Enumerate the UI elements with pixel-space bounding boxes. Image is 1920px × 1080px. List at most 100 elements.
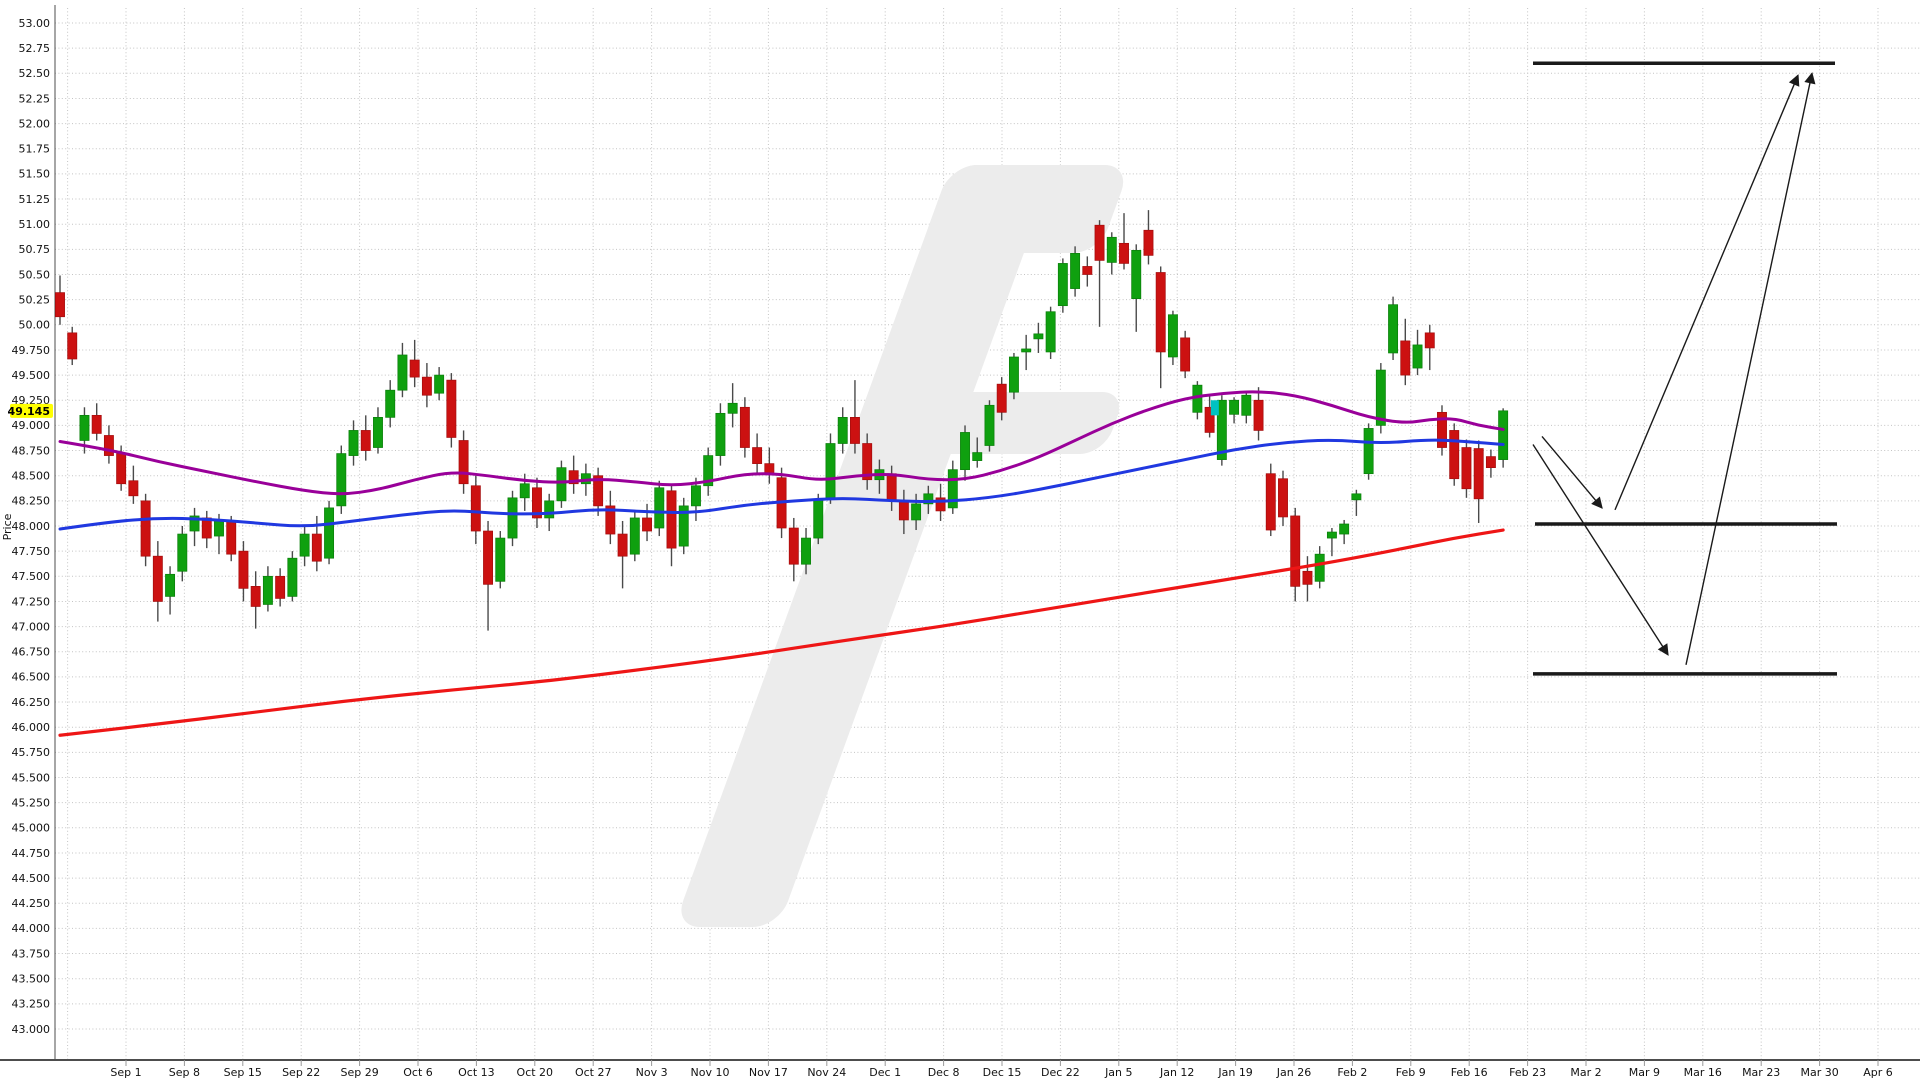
candle-body-down xyxy=(91,414,102,434)
y-axis-label: 45.000 xyxy=(12,822,51,835)
candle xyxy=(140,493,151,567)
y-axis-label: 52.25 xyxy=(19,92,51,105)
candle-body-down xyxy=(935,497,946,512)
y-axis-title: Price xyxy=(1,513,14,540)
candle xyxy=(739,397,750,458)
candle-body-down xyxy=(116,453,127,485)
candle-body-down xyxy=(1265,473,1276,531)
candle xyxy=(605,490,616,545)
y-axis-label: 47.000 xyxy=(12,620,51,633)
x-axis-label: Sep 1 xyxy=(110,1066,141,1079)
candle-body-up xyxy=(1363,428,1374,475)
candle-body-up xyxy=(727,402,738,414)
y-axis-label: 51.50 xyxy=(19,168,51,181)
candle-body-up xyxy=(1070,253,1081,289)
candle-body-up xyxy=(189,515,200,532)
candle-body-up xyxy=(1241,394,1252,416)
candle xyxy=(409,339,420,388)
candle-body-up xyxy=(911,503,922,521)
candle xyxy=(373,407,383,454)
candle xyxy=(1143,210,1154,265)
candle-body-down xyxy=(617,533,628,557)
candle-body-down xyxy=(311,533,322,562)
y-axis-label: 44.250 xyxy=(12,897,51,910)
candle-body-down xyxy=(1485,456,1496,469)
candle xyxy=(421,363,432,408)
candle xyxy=(1241,393,1252,424)
drawn-trend-arrow[interactable] xyxy=(1541,436,1603,509)
candle-body-up xyxy=(519,483,530,499)
candle xyxy=(91,403,102,441)
last-price-tag: 49.145 xyxy=(8,403,53,418)
x-axis-label: Feb 2 xyxy=(1337,1066,1367,1079)
x-axis-label: Jan 5 xyxy=(1104,1066,1132,1079)
candle xyxy=(1192,381,1203,420)
candle-body-down xyxy=(458,440,469,485)
candle xyxy=(1351,489,1362,516)
y-axis-label: 46.750 xyxy=(12,646,51,659)
candle-body-down xyxy=(1290,515,1301,587)
drawn-trend-arrow[interactable] xyxy=(1685,72,1816,665)
candle-body-down xyxy=(1155,272,1166,353)
candle xyxy=(507,490,518,547)
candle xyxy=(849,380,860,454)
y-axis-label: 45.250 xyxy=(12,796,51,809)
candle-body-down xyxy=(1204,406,1215,433)
candle xyxy=(1326,528,1337,557)
candle-body-up xyxy=(972,452,983,461)
candle-body-down xyxy=(446,379,457,438)
candle-body-up xyxy=(837,417,848,444)
event-marker xyxy=(1210,400,1219,416)
candle-body-up xyxy=(495,537,506,582)
candle-body-up xyxy=(1033,333,1044,340)
candle xyxy=(128,465,139,504)
candle xyxy=(788,517,799,582)
candle xyxy=(1449,423,1460,486)
candle xyxy=(1424,324,1435,371)
drawn-trend-arrow[interactable] xyxy=(1614,74,1800,511)
candle xyxy=(189,507,200,547)
watermark-stem xyxy=(681,165,1049,927)
candle-body-up xyxy=(678,505,689,547)
x-axis-label: Sep 22 xyxy=(282,1066,320,1079)
x-axis-label: Dec 1 xyxy=(869,1066,901,1079)
candle xyxy=(470,475,481,545)
candle-body-down xyxy=(1082,266,1093,275)
y-axis-label: 43.000 xyxy=(12,1023,51,1036)
y-axis-label: 50.25 xyxy=(19,293,51,306)
y-axis-label: 44.000 xyxy=(12,922,51,935)
candle-body-up xyxy=(1167,314,1178,358)
candle-body-up xyxy=(1412,344,1423,369)
ma-line-ma-slow-red xyxy=(58,528,1505,737)
y-axis-label: 51.25 xyxy=(19,193,51,206)
candle-body-down xyxy=(1278,478,1288,518)
drawn-trend-arrow[interactable] xyxy=(1532,444,1669,656)
y-axis-label: 48.750 xyxy=(12,444,51,457)
candle-body-up xyxy=(703,455,714,487)
y-axis-label: 52.75 xyxy=(19,42,51,55)
x-axis-label: Jan 19 xyxy=(1217,1066,1252,1079)
candle xyxy=(1167,310,1178,366)
candle xyxy=(67,326,78,366)
candle-body-down xyxy=(764,463,775,475)
candle-body-down xyxy=(1119,242,1129,264)
candle-body-up xyxy=(165,573,176,597)
candle-body-down xyxy=(421,376,432,396)
candle-body-down xyxy=(996,383,1007,413)
candle xyxy=(1070,246,1081,297)
candle xyxy=(1045,306,1056,360)
candle-body-down xyxy=(1424,332,1435,349)
x-axis-label: Sep 15 xyxy=(224,1066,262,1079)
candle xyxy=(715,403,726,466)
candle xyxy=(568,455,579,494)
x-axis-label: Feb 23 xyxy=(1509,1066,1546,1079)
x-axis-label: Oct 20 xyxy=(517,1066,554,1079)
candle-body-up xyxy=(1326,531,1337,539)
candle xyxy=(1131,244,1142,332)
candle-body-down xyxy=(1473,448,1484,500)
candle-body-down xyxy=(849,417,860,444)
user-drawings-layer[interactable] xyxy=(1532,61,1837,676)
candle xyxy=(1021,334,1032,371)
y-axis-label: 50.50 xyxy=(19,268,51,281)
